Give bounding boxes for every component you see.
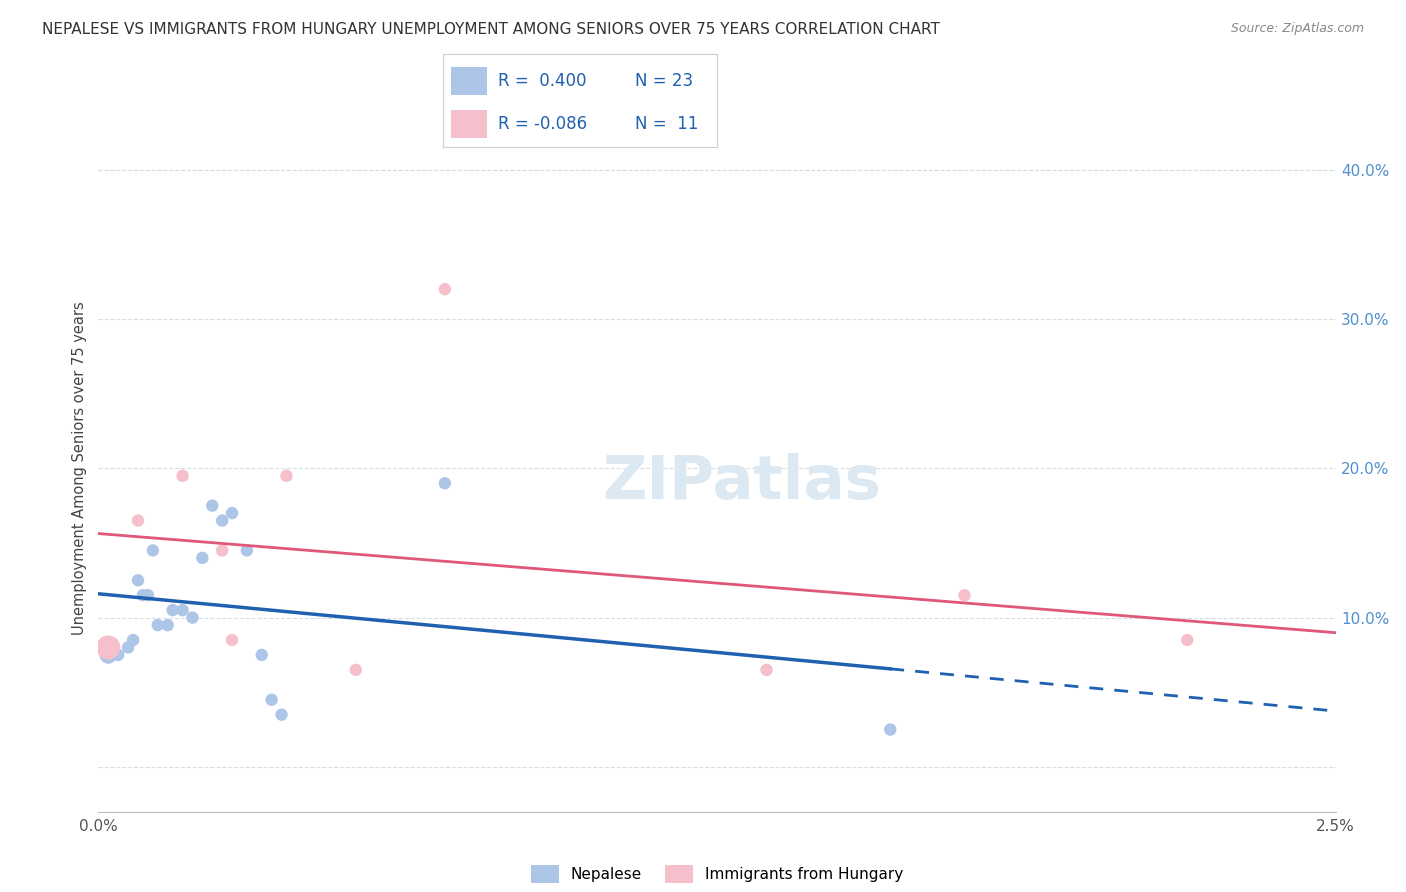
Point (162, 603, 184, 617)
Point (132, 588, 155, 602)
Point (433, 476, 456, 491)
Text: R = -0.086: R = -0.086 (498, 115, 586, 133)
Point (181, 610, 204, 624)
Text: NEPALESE VS IMMIGRANTS FROM HUNGARY UNEMPLOYMENT AMONG SENIORS OVER 75 YEARS COR: NEPALESE VS IMMIGRANTS FROM HUNGARY UNEM… (42, 22, 941, 37)
Point (221, 506, 243, 520)
Point (172, 603, 194, 617)
Point (276, 468, 298, 483)
Point (142, 543, 165, 558)
Text: Source: ZipAtlas.com: Source: ZipAtlas.com (1230, 22, 1364, 36)
Point (211, 543, 233, 558)
Point (260, 692, 283, 706)
Point (755, 663, 778, 677)
Point (146, 618, 169, 632)
Point (127, 514, 149, 528)
Text: N = 23: N = 23 (636, 71, 693, 90)
Point (97, 640, 120, 655)
Legend: Nepalese, Immigrants from Hungary: Nepalese, Immigrants from Hungary (531, 865, 903, 883)
Point (156, 618, 179, 632)
Point (270, 707, 292, 722)
Point (221, 633, 243, 648)
Text: R =  0.400: R = 0.400 (498, 71, 586, 90)
Point (236, 543, 259, 558)
Point (879, 723, 901, 737)
Point (433, 282, 456, 296)
Y-axis label: Unemployment Among Seniors over 75 years: Unemployment Among Seniors over 75 years (72, 301, 87, 635)
Point (953, 588, 976, 602)
Point (127, 574, 149, 588)
Point (136, 588, 159, 602)
Point (1175, 633, 1198, 648)
Point (211, 514, 233, 528)
Point (191, 550, 214, 565)
Point (201, 499, 224, 513)
Point (97, 648, 120, 662)
Point (344, 663, 367, 677)
Text: ZIPatlas: ZIPatlas (602, 452, 882, 511)
Point (122, 633, 145, 648)
FancyBboxPatch shape (451, 67, 486, 95)
Point (172, 468, 194, 483)
Point (117, 640, 139, 655)
FancyBboxPatch shape (451, 110, 486, 138)
Point (107, 648, 129, 662)
Point (250, 648, 273, 662)
Text: N =  11: N = 11 (636, 115, 699, 133)
